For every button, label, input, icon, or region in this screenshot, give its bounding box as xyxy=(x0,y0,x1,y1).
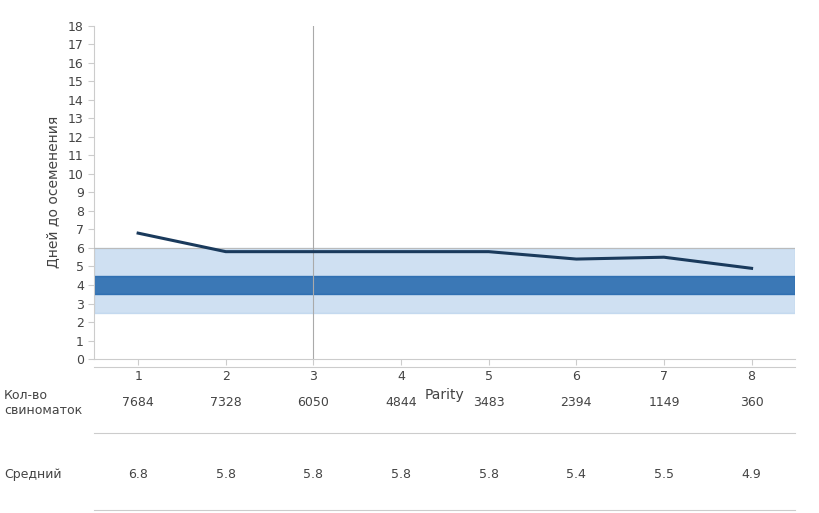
Bar xyxy=(94,248,794,313)
Text: 7684: 7684 xyxy=(122,396,154,409)
Text: 4844: 4844 xyxy=(385,396,416,409)
Text: 5.8: 5.8 xyxy=(478,468,498,481)
Text: 1149: 1149 xyxy=(647,396,679,409)
Text: 6.8: 6.8 xyxy=(128,468,148,481)
Bar xyxy=(94,276,794,294)
Text: 5.8: 5.8 xyxy=(303,468,323,481)
Text: 6050: 6050 xyxy=(297,396,329,409)
Y-axis label: Дней до осеменения: Дней до осеменения xyxy=(46,116,60,268)
X-axis label: Parity: Parity xyxy=(424,388,464,402)
Text: 2394: 2394 xyxy=(560,396,591,409)
Text: 5.8: 5.8 xyxy=(215,468,236,481)
Text: 4.9: 4.9 xyxy=(741,468,761,481)
Text: 7328: 7328 xyxy=(210,396,242,409)
Text: 5.8: 5.8 xyxy=(391,468,410,481)
Text: 5.5: 5.5 xyxy=(653,468,673,481)
Text: 5.4: 5.4 xyxy=(566,468,586,481)
Text: Средний: Средний xyxy=(4,468,61,481)
Text: 360: 360 xyxy=(739,396,762,409)
Text: Кол-во
свиноматок: Кол-во свиноматок xyxy=(4,389,82,417)
Text: 3483: 3483 xyxy=(473,396,504,409)
